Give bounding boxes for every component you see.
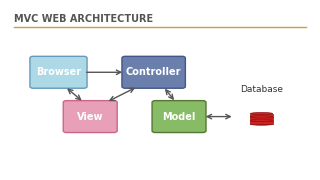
FancyBboxPatch shape [30, 56, 87, 88]
Bar [251, 118, 273, 121]
Text: Database: Database [240, 85, 283, 94]
FancyBboxPatch shape [152, 101, 206, 132]
Ellipse shape [251, 112, 273, 115]
Text: View: View [77, 112, 103, 122]
FancyBboxPatch shape [63, 101, 117, 132]
Text: Browser: Browser [36, 67, 81, 77]
Ellipse shape [251, 119, 273, 121]
Ellipse shape [251, 116, 273, 118]
Bar [251, 114, 273, 118]
Text: Controller: Controller [126, 67, 181, 77]
FancyBboxPatch shape [122, 56, 185, 88]
Ellipse shape [251, 123, 273, 125]
Bar [251, 121, 273, 124]
Text: Model: Model [162, 112, 196, 122]
Text: MVC WEB ARCHITECTURE: MVC WEB ARCHITECTURE [14, 14, 153, 24]
